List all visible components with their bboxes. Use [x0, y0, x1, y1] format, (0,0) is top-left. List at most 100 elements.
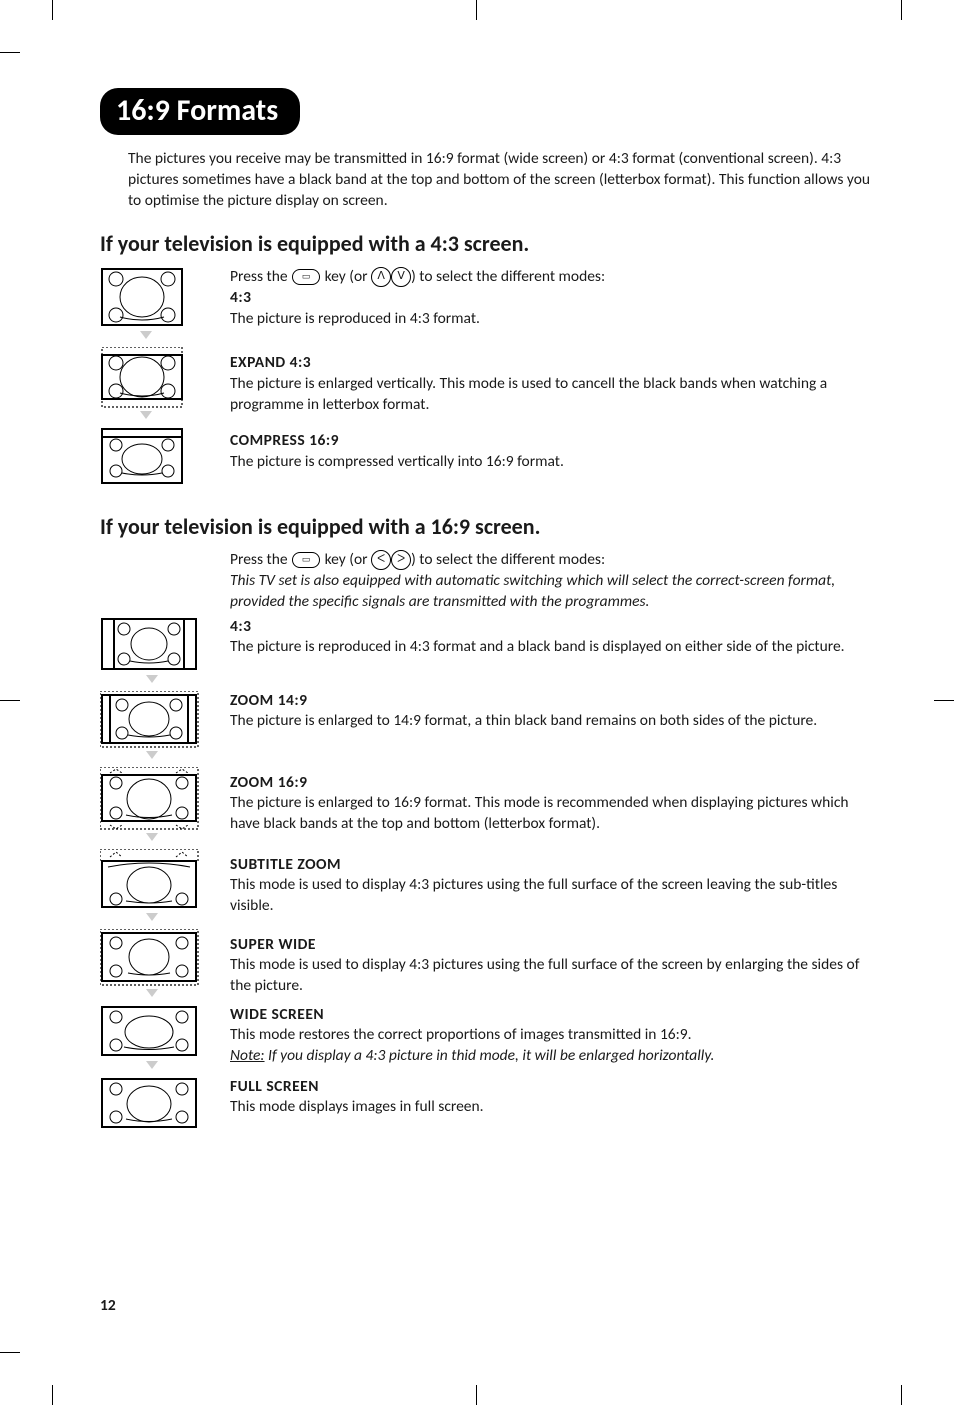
auto-switch-note: This TV set is also equipped with automa… [230, 571, 876, 613]
press-pre: Press the [230, 267, 291, 286]
crop-mark [934, 700, 954, 701]
mode-desc: The picture is enlarged to 14:9 format, … [230, 711, 876, 732]
format-key-icon: ▭ [292, 552, 320, 568]
arrow-down-icon [140, 411, 152, 419]
page-title: 16:9 Formats [100, 88, 300, 135]
mode-desc: This mode displays images in full screen… [230, 1097, 876, 1118]
mode-169-text-2: ZOOM 14:9 The picture is enlarged to 14:… [230, 691, 876, 733]
mode-43-icon-1 [100, 267, 230, 341]
up-key-icon: ᐱ [371, 267, 391, 287]
press-line: Press the ▭ key (or ᐸᐳ) to select the di… [230, 550, 876, 571]
mode-169-icon-2 [100, 691, 230, 761]
tv-widescreen-icon [100, 1005, 200, 1059]
mode-169-row-1: 4:3 The picture is reproduced in 4:3 for… [100, 617, 876, 685]
mode-169-text-6: WIDE SCREEN This mode restores the corre… [230, 1005, 876, 1068]
mode-title: 4:3 [230, 288, 876, 309]
tv-superwide-icon [100, 929, 200, 987]
press-post: ) to select the different modes: [411, 267, 605, 286]
crop-mark [0, 1352, 20, 1353]
note-rest: If you display a 4:3 picture in thid mod… [265, 1046, 715, 1065]
down-key-icon: ᐯ [391, 267, 411, 287]
mode-43-icon-3 [100, 427, 230, 487]
crop-mark [52, 1385, 53, 1405]
mode-169-icon-5 [100, 929, 230, 999]
mode-title: WIDE SCREEN [230, 1005, 876, 1026]
press-mid: key (or [321, 550, 371, 569]
mode-169-row-4: SUBTITLE ZOOM This mode is used to displ… [100, 849, 876, 923]
crop-mark [0, 700, 20, 701]
mode-desc: The picture is reproduced in 4:3 format. [230, 309, 876, 330]
mode-169-text-3: ZOOM 16:9 The picture is enlarged to 16:… [230, 767, 876, 836]
mode-desc: The picture is compressed vertically int… [230, 452, 876, 473]
mode-desc: The picture is reproduced in 4:3 format … [230, 637, 876, 658]
mode-title: SUBTITLE ZOOM [230, 855, 876, 876]
crop-mark [476, 1385, 477, 1405]
tv-fullscreen-icon [100, 1077, 200, 1131]
left-key-icon: ᐸ [371, 550, 391, 570]
mode-desc: This mode restores the correct proportio… [230, 1025, 876, 1046]
tv-subtitle-icon [100, 849, 200, 911]
mode-169-row-3: ZOOM 16:9 The picture is enlarged to 16:… [100, 767, 876, 843]
mode-169-text-1: 4:3 The picture is reproduced in 4:3 for… [230, 617, 876, 659]
mode-169-row-6: WIDE SCREEN This mode restores the corre… [100, 1005, 876, 1071]
mode-desc: The picture is enlarged to 16:9 format. … [230, 793, 876, 835]
mode-title: ZOOM 16:9 [230, 773, 876, 794]
mode-title: EXPAND 4:3 [230, 353, 876, 374]
tv-zoom149-icon [100, 691, 200, 749]
mode-43-text-1: Press the ▭ key (or ᐱᐯ) to select the di… [230, 267, 876, 330]
arrow-down-icon [146, 913, 158, 921]
crop-mark [901, 0, 902, 20]
mode-43-text-2: EXPAND 4:3 The picture is enlarged verti… [230, 347, 876, 416]
mode-169-row-5: SUPER WIDE This mode is used to display … [100, 929, 876, 999]
page-content: 16:9 Formats The pictures you receive ma… [0, 0, 954, 1177]
arrow-down-icon [146, 751, 158, 759]
arrow-down-icon [146, 833, 158, 841]
mode-169-icon-3 [100, 767, 230, 843]
mode-169-row-7: FULL SCREEN This mode displays images in… [100, 1077, 876, 1131]
mode-title: 4:3 [230, 617, 876, 638]
press-pre: Press the [230, 550, 291, 569]
mode-title: SUPER WIDE [230, 935, 876, 956]
page-number: 12 [100, 1296, 116, 1315]
tv-compress169-icon [100, 427, 190, 487]
press-post: ) to select the different modes: [411, 550, 605, 569]
arrow-down-icon [146, 989, 158, 997]
mode-desc: This mode is used to display 4:3 picture… [230, 955, 876, 997]
tv-expand43-icon [100, 347, 190, 409]
press-mid: key (or [321, 267, 371, 286]
mode-note: Note: If you display a 4:3 picture in th… [230, 1046, 876, 1067]
mode-title: FULL SCREEN [230, 1077, 876, 1098]
arrow-down-icon [146, 1061, 158, 1069]
section-43-heading: If your television is equipped with a 4:… [100, 230, 876, 257]
mode-43-icon-2 [100, 347, 230, 421]
mode-169-row-2: ZOOM 14:9 The picture is enlarged to 14:… [100, 691, 876, 761]
arrow-down-icon [140, 331, 152, 339]
mode-desc: This mode is used to display 4:3 picture… [230, 875, 876, 917]
mode-43-text-3: COMPRESS 16:9 The picture is compressed … [230, 427, 876, 473]
tv-zoom169-icon [100, 767, 200, 831]
section-169-lead: Press the ▭ key (or ᐸᐳ) to select the di… [230, 550, 876, 613]
format-key-icon: ▭ [292, 269, 320, 285]
arrow-down-icon [146, 675, 158, 683]
mode-169-text-7: FULL SCREEN This mode displays images in… [230, 1077, 876, 1119]
crop-mark [901, 1385, 902, 1405]
right-key-icon: ᐳ [391, 550, 411, 570]
crop-mark [476, 0, 477, 20]
section-169-heading: If your television is equipped with a 16… [100, 513, 876, 540]
mode-title: ZOOM 14:9 [230, 691, 876, 712]
crop-mark [52, 0, 53, 20]
mode-43-row-1: Press the ▭ key (or ᐱᐯ) to select the di… [100, 267, 876, 341]
mode-title: COMPRESS 16:9 [230, 431, 876, 452]
mode-desc: The picture is enlarged vertically. This… [230, 374, 876, 416]
press-line: Press the ▭ key (or ᐱᐯ) to select the di… [230, 267, 876, 288]
mode-169-text-4: SUBTITLE ZOOM This mode is used to displ… [230, 849, 876, 918]
tv-169-43-icon [100, 617, 200, 673]
mode-169-icon-6 [100, 1005, 230, 1071]
mode-43-row-2: EXPAND 4:3 The picture is enlarged verti… [100, 347, 876, 421]
mode-169-text-5: SUPER WIDE This mode is used to display … [230, 929, 876, 998]
tv-43-icon [100, 267, 190, 329]
note-label: Note: [230, 1046, 265, 1065]
mode-43-row-3: COMPRESS 16:9 The picture is compressed … [100, 427, 876, 487]
mode-169-icon-7 [100, 1077, 230, 1131]
crop-mark [0, 52, 20, 53]
